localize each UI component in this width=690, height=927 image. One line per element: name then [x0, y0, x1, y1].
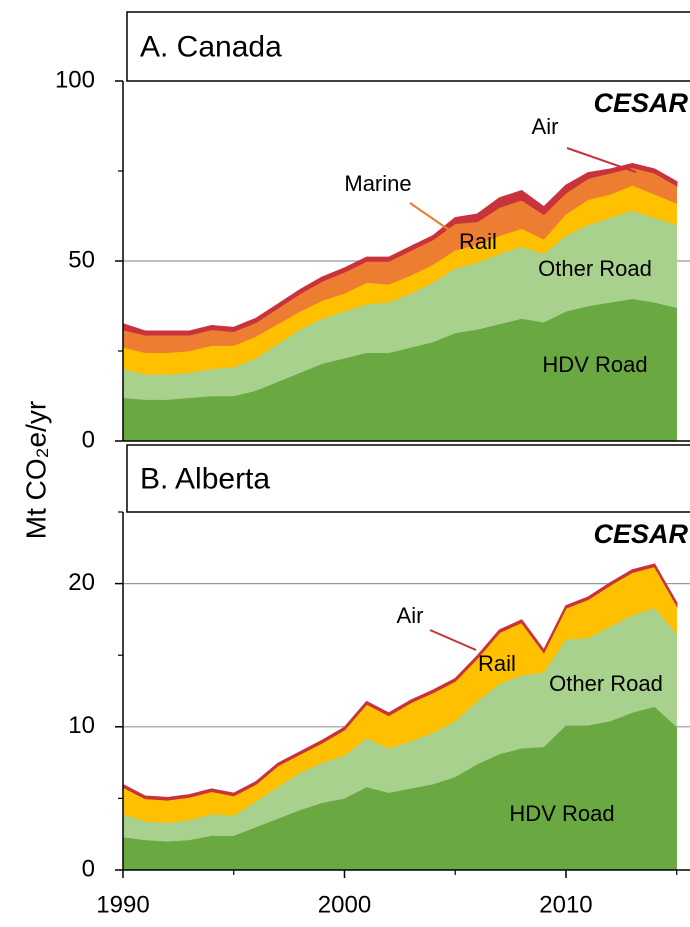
- series-label: Other Road: [549, 671, 663, 696]
- chart-title: B. Alberta: [140, 462, 270, 495]
- y-tick-label: 0: [82, 426, 95, 453]
- logo: CESAR: [593, 519, 688, 549]
- area: [123, 163, 678, 336]
- y-tick-label: 10: [68, 712, 95, 739]
- y-tick-label: 50: [68, 246, 95, 273]
- series-label: Marine: [344, 171, 411, 196]
- series-label: Air: [397, 603, 424, 628]
- series-label: Air: [532, 114, 559, 139]
- y-axis-label: Mt CO₂e/yr: [20, 401, 51, 539]
- plot-area: [123, 163, 678, 441]
- y-tick-label: 100: [55, 66, 95, 93]
- x-tick-label: 1990: [96, 891, 149, 918]
- series-label: HDV Road: [509, 801, 614, 826]
- x-tick-label: 2010: [539, 891, 592, 918]
- logo: CESAR: [593, 88, 688, 118]
- series-label: Other Road: [538, 256, 652, 281]
- series-label: Rail: [478, 651, 516, 676]
- leader-line: [429, 629, 477, 651]
- leader-line: [566, 147, 637, 173]
- area: [123, 563, 678, 801]
- x-tick-label: 2000: [318, 891, 371, 918]
- series-label: HDV Road: [542, 352, 647, 377]
- plot-area: [123, 563, 678, 870]
- y-tick-label: 20: [68, 569, 95, 596]
- chart-title: A. Canada: [140, 30, 282, 63]
- title-box: [126, 444, 690, 513]
- leader-line: [409, 202, 453, 233]
- series-label: Rail: [459, 229, 497, 254]
- title-box: [126, 11, 690, 82]
- y-tick-label: 0: [82, 855, 95, 882]
